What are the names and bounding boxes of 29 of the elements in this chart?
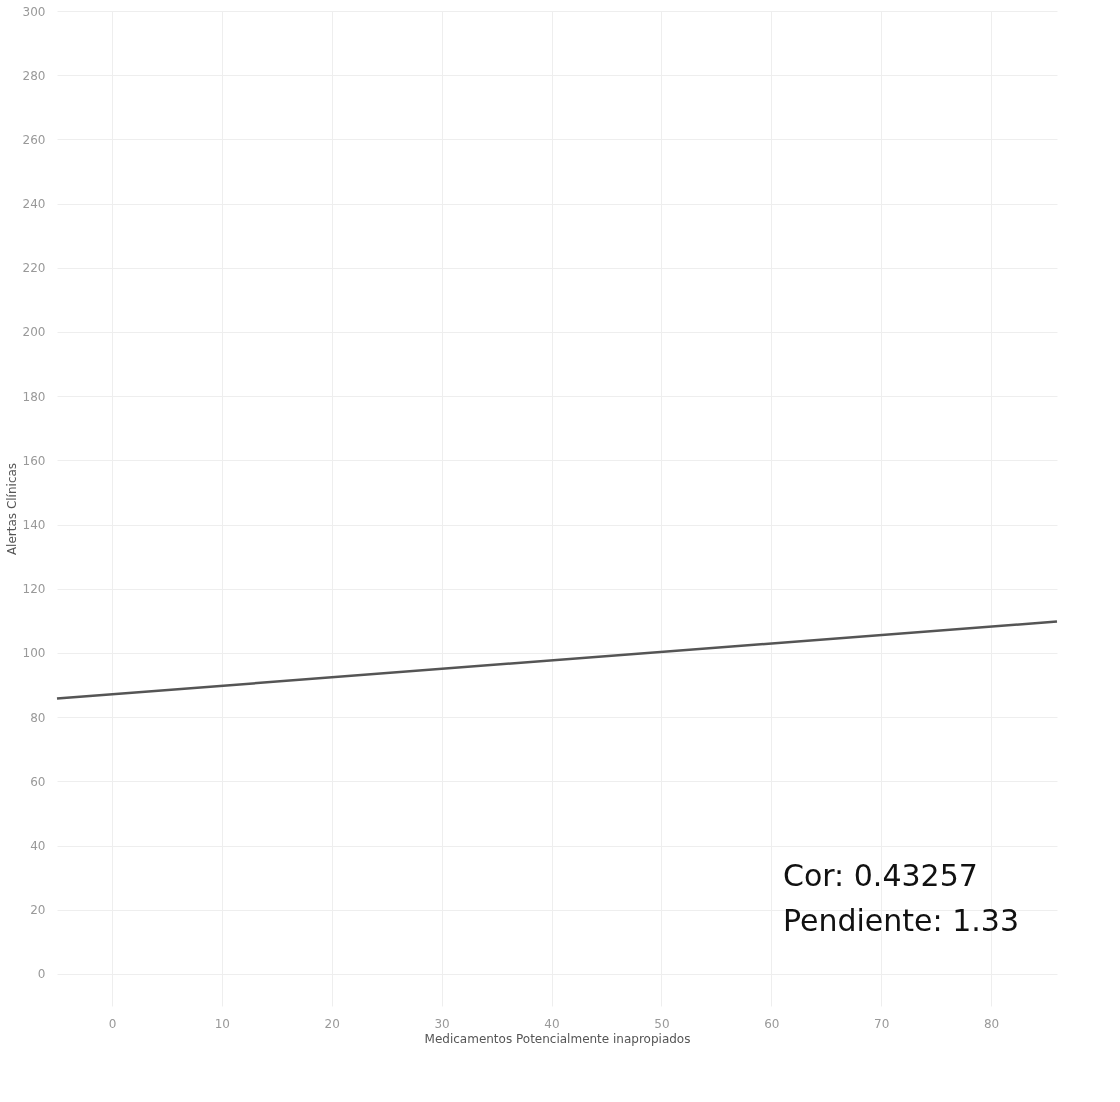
- y-tick-label: 60: [30, 774, 46, 789]
- y-tick-label: 240: [22, 197, 46, 212]
- x-tick-label: 70: [874, 1016, 890, 1031]
- annotation: Cor: 0.43257: [783, 857, 978, 893]
- x-tick-label: 30: [434, 1016, 450, 1031]
- y-tick-label: 200: [22, 325, 46, 340]
- y-tick-label: 120: [22, 582, 46, 597]
- x-tick-label: 10: [214, 1016, 230, 1031]
- y-tick-label: 180: [22, 389, 46, 404]
- y-axis-title: Alertas Clínicas: [4, 462, 19, 556]
- y-tick-label: 80: [30, 710, 46, 725]
- x-tick-label: 50: [654, 1016, 670, 1031]
- x-tick-label: 0: [108, 1016, 117, 1031]
- annotation: Pendiente: 1.33: [783, 902, 1020, 938]
- y-tick-label: 100: [22, 646, 46, 661]
- x-tick-label: 80: [983, 1016, 1000, 1031]
- y-tick-label: 140: [22, 518, 46, 533]
- y-tick-label: 160: [22, 453, 46, 468]
- x-tick-label: 60: [764, 1016, 780, 1031]
- y-tick-label: 20: [30, 903, 46, 918]
- x-axis-title: Medicamentos Potencialmente inapropiados: [424, 1031, 691, 1046]
- y-tick-label: 300: [22, 4, 46, 19]
- y-tick-label: 280: [22, 68, 46, 83]
- y-tick-label: 260: [22, 132, 46, 147]
- y-tick-label: 0: [37, 967, 46, 982]
- x-tick-label: 40: [544, 1016, 560, 1031]
- y-tick-label: 220: [22, 261, 46, 276]
- x-tick-label: 20: [324, 1016, 340, 1031]
- y-tick-label: 40: [30, 839, 46, 854]
